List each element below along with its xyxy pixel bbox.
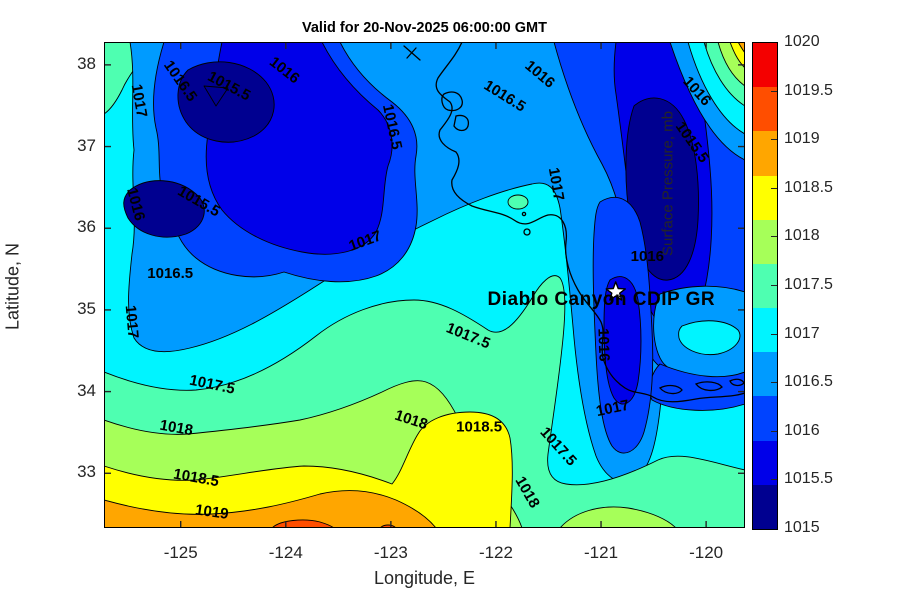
y-axis-label: Latitude, N [2, 242, 23, 331]
y-tick-label: 37 [77, 135, 96, 155]
x-tick-label: -125 [163, 543, 198, 562]
contour-label: 1017 [545, 166, 568, 202]
y-tick-label: 33 [77, 462, 96, 482]
colorbar-tick-mark [771, 333, 777, 335]
y-tick-label: 34 [77, 380, 96, 400]
colorbar-block [753, 219, 777, 264]
x-axis-label: Longitude, E [373, 568, 476, 588]
x-tick-label: -123 [373, 543, 408, 562]
region-ne-corner-yellow [729, 43, 744, 68]
region-south-yellow [105, 411, 513, 527]
colorbar-block [753, 175, 777, 220]
y-tick-label: 35 [77, 298, 96, 318]
figure-title: Valid for 20-Nov-2025 06:00:00 GMT [302, 20, 547, 36]
x-tick-label: -122 [478, 543, 513, 562]
colorbar-tick-label: 1018.5 [784, 178, 833, 196]
contour-label: 1019 [194, 501, 229, 522]
california-coastline [435, 43, 744, 403]
region-south-orangered-1 [272, 519, 334, 527]
contour-label: 1016.5 [147, 265, 193, 282]
region-ne-corner-orange [738, 43, 744, 53]
x-tick-label: -120 [689, 543, 724, 562]
colorbar-tick-label: 1017 [784, 324, 820, 342]
colorbar-tick-mark [771, 90, 777, 92]
x-tick-label: -124 [268, 543, 303, 562]
contour-label: 1018.5 [456, 419, 502, 436]
colorbar-block [753, 440, 777, 485]
colorbar-block [753, 87, 777, 132]
colorbar-block [753, 42, 777, 88]
colorbar-tick-label: 1019 [784, 130, 820, 148]
channel-islands [658, 378, 744, 395]
colorbar-tick-label: 1016.5 [784, 373, 833, 391]
region-tongue-blue [603, 276, 642, 405]
coastline-group [403, 43, 744, 403]
colorbar-tick-label: 1016 [784, 421, 820, 439]
colorbar-tick-label: 1015.5 [784, 470, 833, 488]
region-east-cyan-hole [678, 320, 741, 356]
colorbar-tick-mark [771, 285, 777, 286]
axis-tick-marks [105, 43, 744, 527]
colorbar-tick-mark [771, 187, 777, 189]
contour-label: 1017 [128, 83, 151, 119]
region-nw-navy-inner-contour [203, 85, 229, 107]
colorbar-tick-mark [771, 139, 777, 141]
region-south-orange [105, 490, 436, 527]
annotation-group: Diablo Canyon CDIP GR [488, 281, 716, 310]
colorbar-block [753, 352, 777, 397]
colorbar [752, 42, 778, 530]
colorbar-tick-mark [771, 430, 777, 432]
small-island-1 [523, 228, 531, 236]
colorbar-tick-mark [771, 382, 777, 384]
colorbar-tick-label: 1019.5 [784, 81, 833, 99]
colorbar-tick-label: 1018 [784, 227, 820, 245]
x-tick-label: -121 [584, 543, 619, 562]
region-monterey-green-pocket [507, 194, 529, 210]
river-delta-lines [403, 45, 421, 61]
map-plot-area: 1017 1016.5 1015.5 1016 1016 1015.5 1016.5 1016… [104, 42, 745, 528]
region-nw-navy-core-1 [177, 61, 275, 143]
sf-bay-outline [441, 91, 470, 132]
region-south-yellowgreen-right [560, 506, 676, 527]
contour-label: 1018 [158, 417, 194, 440]
contour-label: 1017 [595, 397, 631, 421]
colorbar-block [753, 308, 777, 353]
region-nw-navy-core-2 [123, 180, 205, 238]
contour-label: 1017 [122, 304, 142, 339]
diablo-canyon-label: Diablo Canyon CDIP GR [488, 289, 716, 310]
small-island-2 [521, 211, 527, 217]
colorbar-block [753, 484, 777, 529]
colorbar-tick-label: 1017.5 [784, 276, 833, 293]
contour-label: 1016 [631, 248, 664, 265]
region-ne-navy-core [625, 97, 699, 281]
y-tick-label: 36 [77, 217, 96, 237]
diablo-canyon-star-marker [605, 281, 626, 301]
colorbar-block [753, 396, 777, 441]
colorbar-title: Surface Pressure, mb [659, 110, 677, 257]
colorbar-tick-label: 1020 [784, 33, 820, 50]
colorbar-tick-label: 1015 [784, 519, 820, 536]
contour-label: 1016 [594, 328, 612, 362]
colorbar-block [753, 131, 777, 176]
colorbar-tick-mark [771, 479, 777, 481]
colorbar-tick-mark [771, 236, 777, 238]
y-tick-label: 38 [77, 53, 96, 73]
